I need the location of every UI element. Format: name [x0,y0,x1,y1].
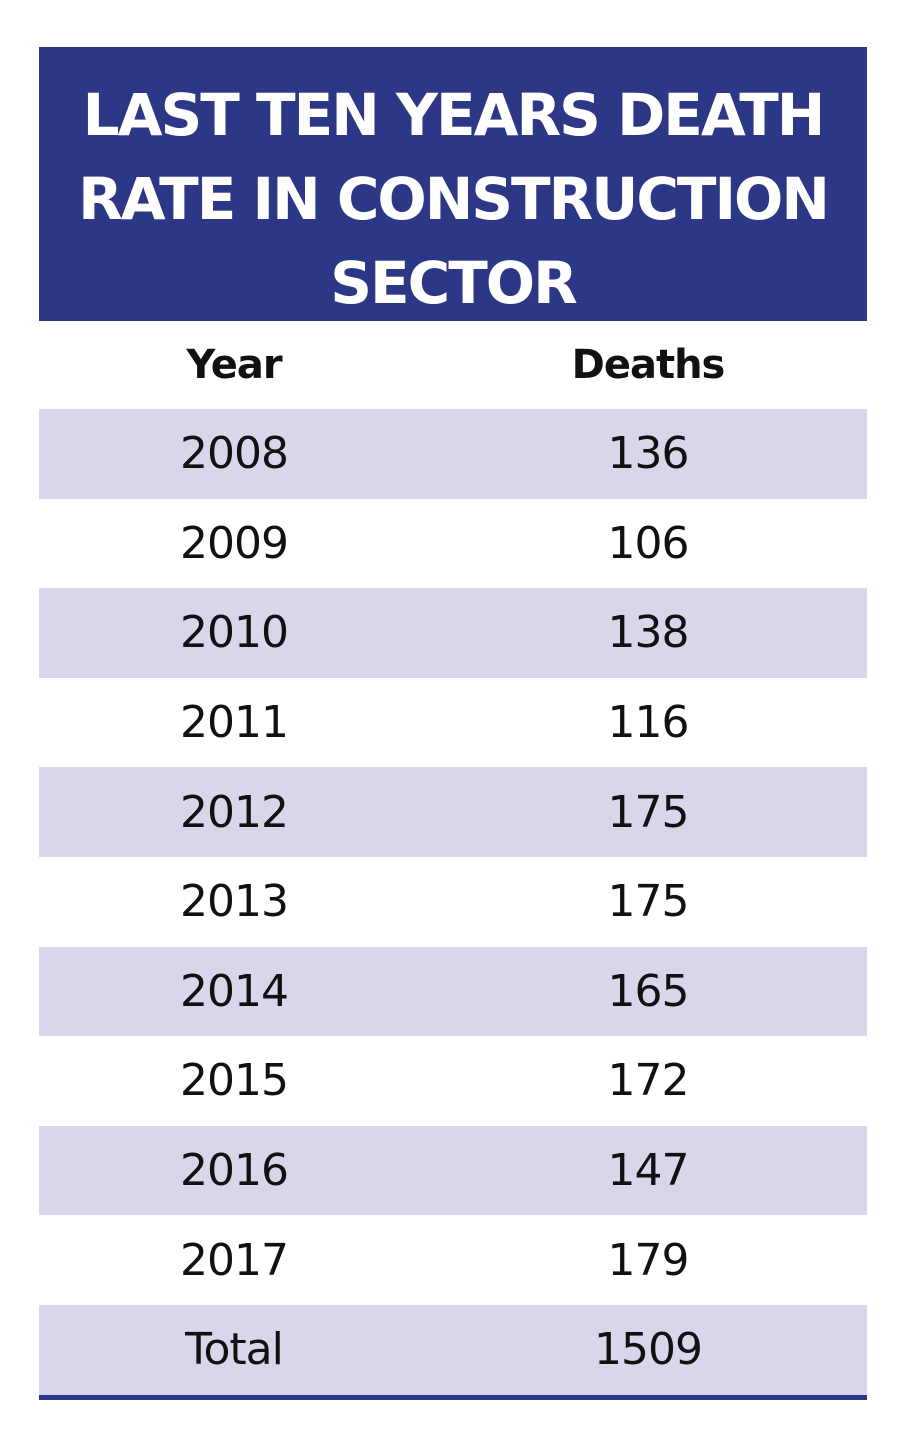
year-cell: 2016 [180,1145,289,1197]
table-body: 2008 136 2009 106 2010 138 2011 116 2012 175 2013 1… [39,409,867,1395]
deaths-cell: 106 [607,517,690,569]
deaths-cell: 172 [607,1055,690,1107]
year-cell: 2010 [180,607,289,659]
deaths-cell: 165 [607,965,690,1017]
title-line-2: RATE IN CONSTRUCTION [78,165,830,233]
death-rate-table: LAST TEN YEARS DEATH RATE IN CONSTRUCTIO… [39,47,867,1400]
table-row-total: Total 1509 [39,1304,867,1395]
total-deaths-cell: 1509 [594,1324,703,1376]
deaths-cell: 179 [607,1234,690,1286]
table-row: 2011 116 [39,678,867,768]
year-cell: 2011 [180,697,289,749]
table-row: 2015 172 [39,1036,867,1126]
table-row: 2014 165 [39,946,867,1037]
title-line-1: LAST TEN YEARS DEATH [82,81,826,149]
table-row: 2016 147 [39,1125,867,1216]
year-cell: 2015 [180,1055,289,1107]
table-row: 2013 175 [39,857,867,947]
table-title-banner: LAST TEN YEARS DEATH RATE IN CONSTRUCTIO… [39,47,867,321]
deaths-cell: 116 [607,697,690,749]
year-cell: 2017 [180,1234,289,1286]
table-row: 2008 136 [39,409,867,499]
year-cell: 2009 [180,517,289,569]
column-header-deaths: Deaths [571,342,726,388]
deaths-cell: 175 [607,876,690,928]
table-row: 2010 138 [39,588,867,678]
year-cell: 2012 [180,786,289,838]
title-line-3: SECTOR [330,249,578,317]
deaths-cell: 147 [607,1145,690,1197]
column-header-year: Year [186,342,282,388]
deaths-cell: 136 [607,428,690,480]
bottom-rule [39,1394,867,1400]
deaths-cell: 138 [607,607,690,659]
deaths-cell: 175 [607,786,690,838]
table-row: 2012 175 [39,767,867,857]
year-cell: 2013 [180,876,289,928]
year-cell: 2014 [180,965,289,1017]
table-row: 2009 106 [39,499,867,589]
total-label-cell: Total [185,1324,284,1376]
year-cell: 2008 [180,428,289,480]
column-header-row: Year Deaths [39,321,867,409]
table-row: 2017 179 [39,1215,867,1305]
